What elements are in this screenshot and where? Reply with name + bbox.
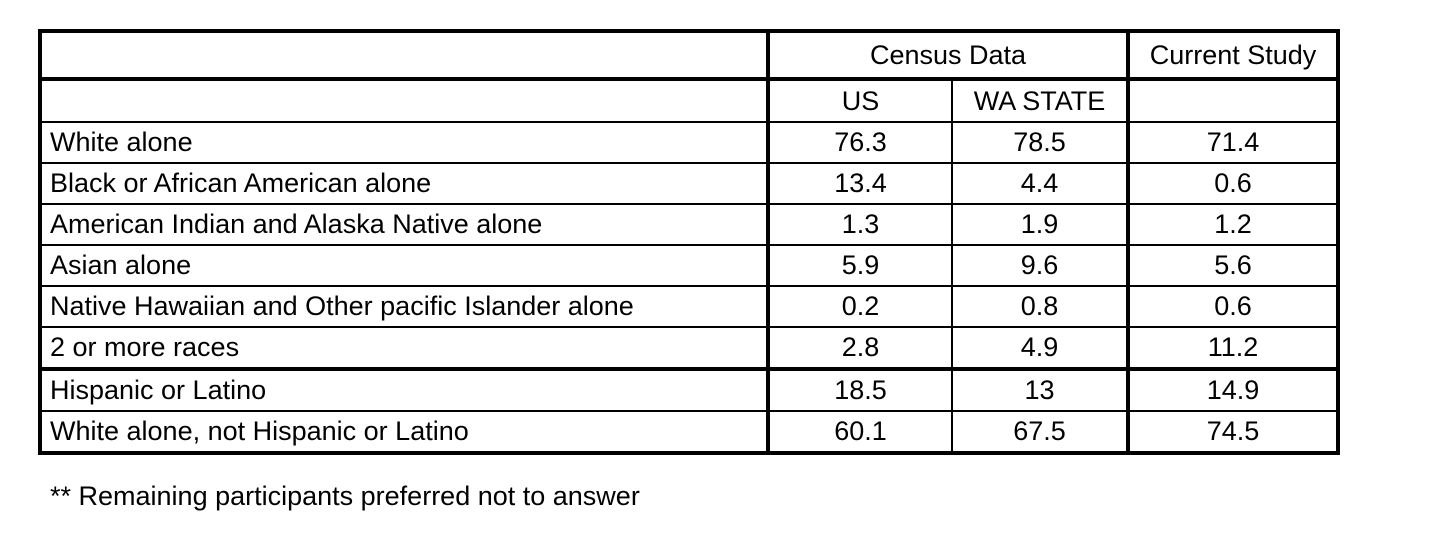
sub-header-row: US WA STATE [39,78,1339,123]
table-row: Hispanic or Latino 18.5 13 14.9 [39,368,1339,412]
row-label: American Indian and Alaska Native alone [39,203,770,246]
row-label: White alone [39,121,770,164]
empty-current-study-subheader [1127,78,1339,123]
table-row: Asian alone 5.9 9.6 5.6 [39,244,1339,287]
footnote: ** Remaining participants preferred not … [50,481,640,511]
current-study-value: 14.9 [1127,368,1339,412]
wa-value: 4.4 [951,162,1130,205]
us-header: US [767,78,953,123]
empty-subheader-cell [39,78,770,123]
row-label: 2 or more races [39,326,770,371]
us-value: 5.9 [767,244,953,287]
wa-value: 4.9 [951,326,1130,371]
row-label: Asian alone [39,244,770,287]
wa-value: 0.8 [951,285,1130,328]
current-study-value: 0.6 [1127,162,1339,205]
us-value: 76.3 [767,121,953,164]
us-value: 2.8 [767,326,953,371]
current-study-value: 1.2 [1127,203,1339,246]
wa-value: 67.5 [951,410,1130,454]
us-value: 0.2 [767,285,953,328]
row-label: Hispanic or Latino [39,368,770,412]
current-study-header: Current Study [1127,30,1339,81]
empty-header-cell [39,30,770,81]
table-row: White alone, not Hispanic or Latino 60.1… [39,410,1339,454]
demographics-table: Census Data Current Study US WA STATE Wh… [38,29,1340,455]
current-study-value: 0.6 [1127,285,1339,328]
wa-state-header: WA STATE [951,78,1130,123]
group-header-row: Census Data Current Study [39,30,1339,81]
wa-value: 78.5 [951,121,1130,164]
wa-value: 13 [951,368,1130,412]
census-data-header: Census Data [767,30,1130,81]
row-label: Black or African American alone [39,162,770,205]
current-study-value: 11.2 [1127,326,1339,371]
us-value: 13.4 [767,162,953,205]
wa-value: 1.9 [951,203,1130,246]
table-row: American Indian and Alaska Native alone … [39,203,1339,246]
us-value: 60.1 [767,410,953,454]
current-study-value: 5.6 [1127,244,1339,287]
us-value: 18.5 [767,368,953,412]
row-label: Native Hawaiian and Other pacific Island… [39,285,770,328]
table-row: Native Hawaiian and Other pacific Island… [39,285,1339,328]
table-row: White alone 76.3 78.5 71.4 [39,121,1339,164]
wa-value: 9.6 [951,244,1130,287]
row-label: White alone, not Hispanic or Latino [39,410,770,454]
table-row: 2 or more races 2.8 4.9 11.2 [39,326,1339,371]
current-study-value: 74.5 [1127,410,1339,454]
us-value: 1.3 [767,203,953,246]
table-row: Black or African American alone 13.4 4.4… [39,162,1339,205]
current-study-value: 71.4 [1127,121,1339,164]
